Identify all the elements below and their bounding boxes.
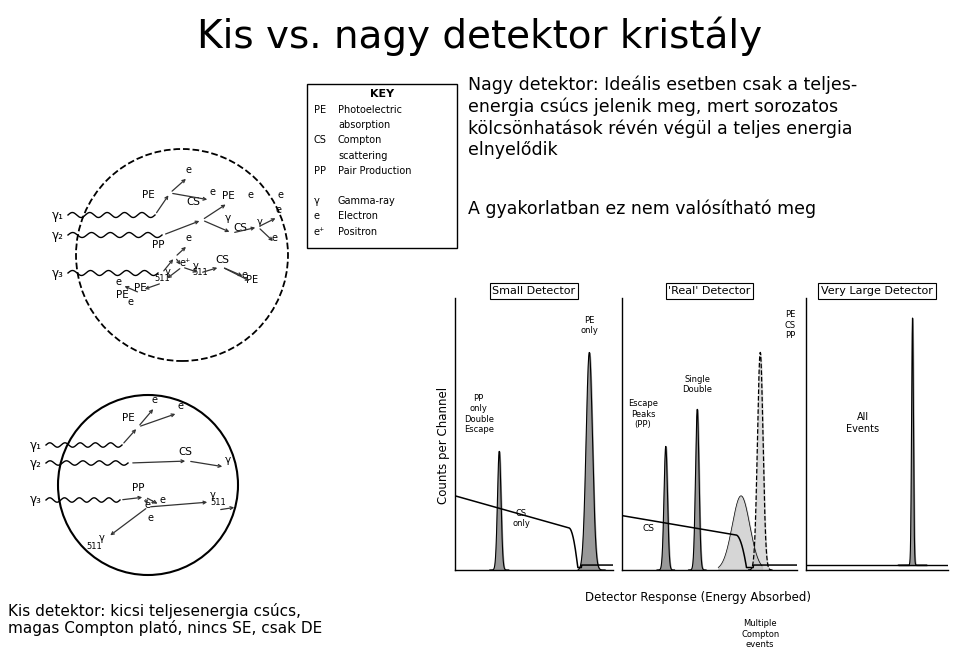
Text: Gamma-ray: Gamma-ray bbox=[338, 196, 396, 206]
Text: PP: PP bbox=[314, 166, 326, 176]
Text: Compton: Compton bbox=[338, 136, 382, 145]
Text: γ₃: γ₃ bbox=[30, 493, 42, 506]
Title: Small Detector: Small Detector bbox=[492, 286, 576, 296]
Text: e: e bbox=[177, 401, 183, 411]
Text: CS: CS bbox=[186, 197, 200, 207]
Text: Electron: Electron bbox=[338, 212, 378, 221]
Text: A gyakorlatban ez nem valósítható meg: A gyakorlatban ez nem valósítható meg bbox=[468, 200, 816, 219]
Text: PE
only: PE only bbox=[581, 316, 598, 335]
Text: e: e bbox=[185, 233, 191, 243]
Text: PP
only
Double
Escape: PP only Double Escape bbox=[464, 394, 493, 434]
Text: Kis detektor: kicsi teljesenergia csúcs,: Kis detektor: kicsi teljesenergia csúcs, bbox=[8, 603, 301, 619]
Text: PE: PE bbox=[115, 290, 129, 300]
Text: γ: γ bbox=[225, 455, 231, 465]
Text: PE
CS
PP: PE CS PP bbox=[784, 310, 796, 340]
Text: e: e bbox=[314, 212, 320, 221]
Text: e: e bbox=[127, 297, 133, 307]
Text: PE: PE bbox=[122, 413, 134, 423]
Title: Very Large Detector: Very Large Detector bbox=[821, 286, 933, 296]
Text: Multiple
Compton
events: Multiple Compton events bbox=[741, 620, 780, 649]
Text: CS: CS bbox=[233, 223, 247, 233]
Text: kölcsönhatások révén végül a teljes energia: kölcsönhatások révén végül a teljes ener… bbox=[468, 119, 852, 138]
Title: 'Real' Detector: 'Real' Detector bbox=[668, 286, 751, 296]
Text: PE: PE bbox=[133, 283, 146, 293]
Text: Detector Response (Energy Absorbed): Detector Response (Energy Absorbed) bbox=[585, 591, 811, 603]
Text: Positron: Positron bbox=[338, 227, 377, 236]
Text: PE: PE bbox=[142, 190, 155, 200]
Text: e⁺: e⁺ bbox=[180, 258, 191, 268]
Text: γ: γ bbox=[165, 267, 171, 277]
Text: Counts per Channel: Counts per Channel bbox=[437, 386, 449, 504]
Text: scattering: scattering bbox=[338, 151, 388, 160]
Text: 511: 511 bbox=[210, 498, 226, 507]
Text: PE: PE bbox=[314, 105, 326, 115]
Text: e: e bbox=[242, 270, 248, 280]
Text: 511: 511 bbox=[192, 268, 208, 277]
Text: absorption: absorption bbox=[338, 121, 391, 130]
Text: e⁺: e⁺ bbox=[314, 227, 325, 236]
Text: e⁺: e⁺ bbox=[144, 500, 156, 510]
Text: γ: γ bbox=[225, 213, 231, 223]
Text: e: e bbox=[185, 165, 191, 175]
Text: PE: PE bbox=[246, 275, 258, 285]
Text: e: e bbox=[247, 190, 253, 200]
Text: e: e bbox=[275, 205, 281, 215]
Text: PE: PE bbox=[222, 191, 234, 201]
Text: γ: γ bbox=[193, 261, 199, 271]
Text: γ₂: γ₂ bbox=[30, 457, 42, 470]
Text: Single
Double: Single Double bbox=[683, 375, 712, 394]
Text: magas Compton plató, nincs SE, csak DE: magas Compton plató, nincs SE, csak DE bbox=[8, 620, 323, 636]
Text: PP: PP bbox=[152, 240, 164, 250]
Text: γ₁: γ₁ bbox=[52, 208, 64, 221]
Text: energia csúcs jelenik meg, mert sorozatos: energia csúcs jelenik meg, mert sorozato… bbox=[468, 97, 838, 115]
Text: e: e bbox=[152, 395, 158, 405]
Text: CS: CS bbox=[178, 447, 192, 457]
Text: e: e bbox=[147, 513, 153, 523]
Text: γ: γ bbox=[210, 490, 216, 500]
Text: CS: CS bbox=[642, 524, 655, 533]
Text: γ: γ bbox=[314, 196, 320, 206]
Text: γ₂: γ₂ bbox=[52, 229, 64, 242]
Text: e: e bbox=[272, 233, 278, 243]
Text: All
Events: All Events bbox=[846, 413, 879, 434]
Text: PP: PP bbox=[132, 483, 144, 493]
Text: Pair Production: Pair Production bbox=[338, 166, 412, 176]
Text: Escape
Peaks
(PP): Escape Peaks (PP) bbox=[628, 400, 658, 429]
Text: 511: 511 bbox=[155, 274, 170, 283]
Text: CS: CS bbox=[215, 255, 229, 265]
Text: γ₃: γ₃ bbox=[52, 267, 64, 280]
Text: e: e bbox=[115, 277, 121, 287]
Text: Kis vs. nagy detektor kristály: Kis vs. nagy detektor kristály bbox=[198, 17, 762, 56]
FancyBboxPatch shape bbox=[307, 84, 457, 248]
Text: Photoelectric: Photoelectric bbox=[338, 105, 402, 115]
Text: γ: γ bbox=[99, 533, 105, 543]
Text: CS
only: CS only bbox=[513, 508, 530, 528]
Text: e: e bbox=[209, 187, 215, 197]
Text: KEY: KEY bbox=[370, 89, 394, 99]
Text: Nagy detektor: Ideális esetben csak a teljes-: Nagy detektor: Ideális esetben csak a te… bbox=[468, 75, 857, 94]
Text: elnyelődik: elnyelődik bbox=[468, 141, 558, 159]
Text: γ: γ bbox=[257, 217, 263, 227]
Text: γ₁: γ₁ bbox=[30, 438, 42, 451]
Text: e: e bbox=[277, 190, 283, 200]
Text: 511: 511 bbox=[86, 542, 102, 551]
Text: e: e bbox=[160, 495, 166, 505]
Text: CS: CS bbox=[314, 136, 326, 145]
